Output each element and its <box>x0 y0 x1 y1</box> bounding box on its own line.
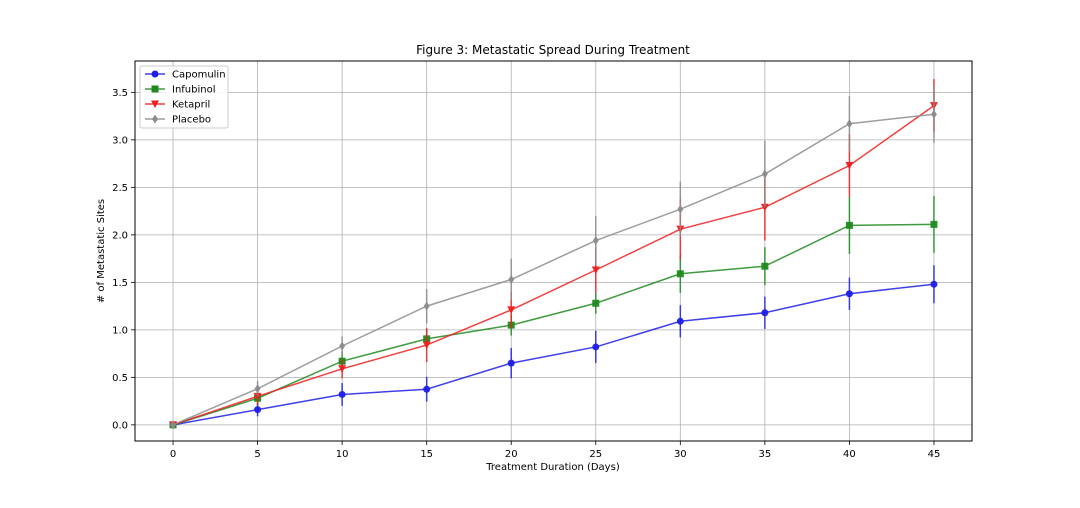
y-tick-label: 1.0 <box>112 325 128 336</box>
data-point <box>339 341 346 351</box>
legend-marker <box>151 70 159 78</box>
series-infubinol <box>169 195 938 429</box>
plot-frame <box>134 60 973 442</box>
legend-item-ketapril: Ketapril <box>145 100 210 111</box>
data-point <box>930 220 938 228</box>
y-tick-label: 2.5 <box>112 183 128 194</box>
data-point <box>507 306 516 314</box>
y-axis-title: # of Metastatic Sites <box>96 199 107 303</box>
data-point <box>254 406 262 414</box>
x-tick-label: 30 <box>674 449 687 460</box>
data-point <box>677 204 684 214</box>
data-point <box>676 270 684 278</box>
data-point <box>338 365 347 373</box>
x-tick-label: 5 <box>254 449 260 460</box>
data-point <box>592 299 600 307</box>
x-tick-label: 15 <box>420 449 433 460</box>
series-line <box>172 113 935 426</box>
x-tick-label: 20 <box>505 449 518 460</box>
x-tick-label: 40 <box>843 449 856 460</box>
data-point <box>423 301 430 311</box>
data-point <box>254 384 261 394</box>
legend-marker <box>151 100 159 108</box>
y-tick-label: 0.0 <box>112 420 128 431</box>
data-point <box>591 266 600 274</box>
x-axis-title: Treatment Duration (Days) <box>485 462 620 473</box>
data-point <box>338 390 346 398</box>
legend-box <box>139 65 229 129</box>
x-tick-label: 35 <box>758 449 771 460</box>
legend: Capomulin Infubinol Ketapril Placebo <box>139 65 229 129</box>
data-point <box>508 275 515 284</box>
data-point <box>845 162 854 170</box>
y-tick-label: 1.5 <box>112 278 128 289</box>
legend-label: Ketapril <box>172 100 210 111</box>
data-point <box>507 359 515 367</box>
data-point <box>423 385 431 393</box>
series-ketapril <box>169 79 938 429</box>
x-tick-label: 0 <box>170 449 176 460</box>
legend-item-infubinol: Infubinol <box>145 85 216 96</box>
data-point <box>846 119 853 129</box>
data-point <box>170 420 177 430</box>
series-line <box>172 283 935 426</box>
y-tick-label: 0.5 <box>112 373 128 384</box>
legend-item-capomulin: Capomulin <box>145 70 226 81</box>
legend-label: Infubinol <box>172 85 216 96</box>
data-point <box>253 392 262 401</box>
data-point <box>422 341 431 350</box>
data-point <box>761 309 769 317</box>
y-tick-label: 3.5 <box>112 88 128 99</box>
data-point <box>845 290 853 298</box>
data-point <box>592 343 600 351</box>
y-tick-label: 2.0 <box>112 230 128 241</box>
series-line <box>172 223 934 426</box>
legend-marker <box>151 85 159 93</box>
data-point <box>930 109 937 119</box>
series-placebo <box>170 85 937 430</box>
grid <box>135 61 972 441</box>
legend-marker <box>152 114 158 124</box>
data-point <box>845 221 853 229</box>
data-point <box>761 262 769 270</box>
data-point <box>676 317 684 325</box>
legend-label: Capomulin <box>172 70 226 81</box>
x-tick-label: 10 <box>336 449 349 460</box>
x-tick-label: 25 <box>589 449 602 460</box>
chart-title: Figure 3: Metastatic Spread During Treat… <box>416 43 690 57</box>
legend-item-placebo: Placebo <box>145 114 211 126</box>
data-point <box>760 203 769 212</box>
y-tick-label: 3.0 <box>112 135 128 146</box>
axis-ticks: 0 5 10 15 20 25 30 35 40 45 0.0 0.5 1.0 1.5 2.0 2.5 3.0 3… <box>112 88 940 460</box>
series-line <box>172 105 935 426</box>
legend-label: Placebo <box>172 115 211 126</box>
x-tick-label: 45 <box>928 449 941 460</box>
data-point <box>592 236 599 246</box>
series-group <box>169 79 938 430</box>
data-point <box>761 169 768 179</box>
data-point <box>930 280 938 288</box>
